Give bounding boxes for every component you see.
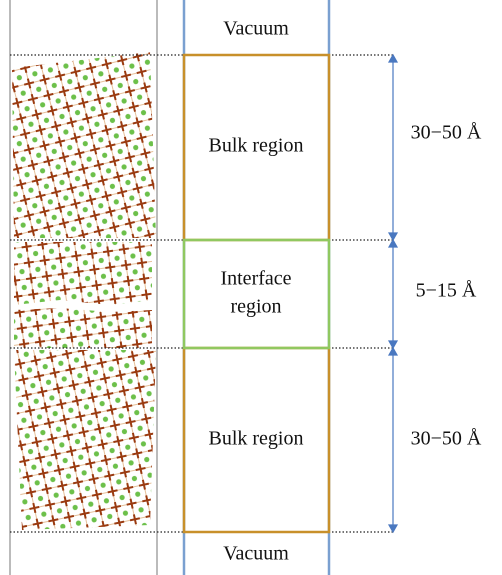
vacuum-label: Vacuum (223, 18, 289, 40)
region-label: Interface (220, 268, 291, 290)
thickness-label: 30−50 Å (411, 428, 482, 450)
dimension-arrows (387, 53, 399, 534)
region-label: region (230, 296, 281, 318)
thickness-label: 5−15 Å (416, 280, 477, 302)
thickness-label: 30−50 Å (411, 122, 482, 144)
region-label: Bulk region (209, 135, 304, 157)
interface-box (182, 238, 331, 350)
vacuum-label: Vacuum (223, 543, 289, 565)
crystal (12, 52, 156, 530)
region-label: Bulk region (209, 428, 304, 450)
